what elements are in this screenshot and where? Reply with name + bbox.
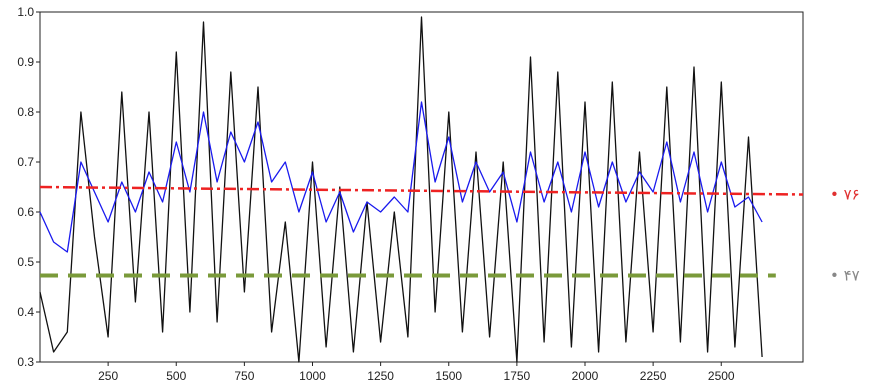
x-tick-label: 1750: [504, 369, 531, 383]
y-tick-label: 1.0: [17, 5, 34, 19]
x-tick-label: 1500: [435, 369, 462, 383]
y-tick-label: 0.9: [17, 55, 34, 69]
side-label-2: • ۴۷: [830, 267, 860, 285]
x-tick-label: 750: [234, 369, 254, 383]
y-tick-label: 0.4: [17, 305, 34, 319]
y-tick-label: 0.7: [17, 155, 34, 169]
side-labels: • ۷۶ • ۴۷: [830, 186, 860, 285]
side-label-1: • ۷۶: [830, 186, 860, 204]
y-tick-label: 0.8: [17, 105, 34, 119]
x-tick-label: 2250: [640, 369, 667, 383]
series-line-1: [39, 16, 763, 363]
x-tick-label: 500: [166, 369, 186, 383]
y-axis-ticks: 0.3 0.4 0.5 0.6 0.7 0.8 0.9 1.0: [17, 5, 40, 369]
x-tick-label: 2500: [708, 369, 735, 383]
x-tick-label: 250: [98, 369, 118, 383]
x-tick-label: 1250: [367, 369, 394, 383]
x-axis-ticks: 250 500 750 1000 1250 1500 1750 2000 2250 2500: [98, 362, 735, 383]
x-tick-label: 1000: [299, 369, 326, 383]
series-line-2: [39, 101, 763, 253]
x-tick-label: 2000: [572, 369, 599, 383]
y-tick-label: 0.6: [17, 205, 34, 219]
y-tick-label: 0.3: [17, 355, 34, 369]
y-tick-label: 0.5: [17, 255, 34, 269]
series-layer: [39, 16, 804, 363]
